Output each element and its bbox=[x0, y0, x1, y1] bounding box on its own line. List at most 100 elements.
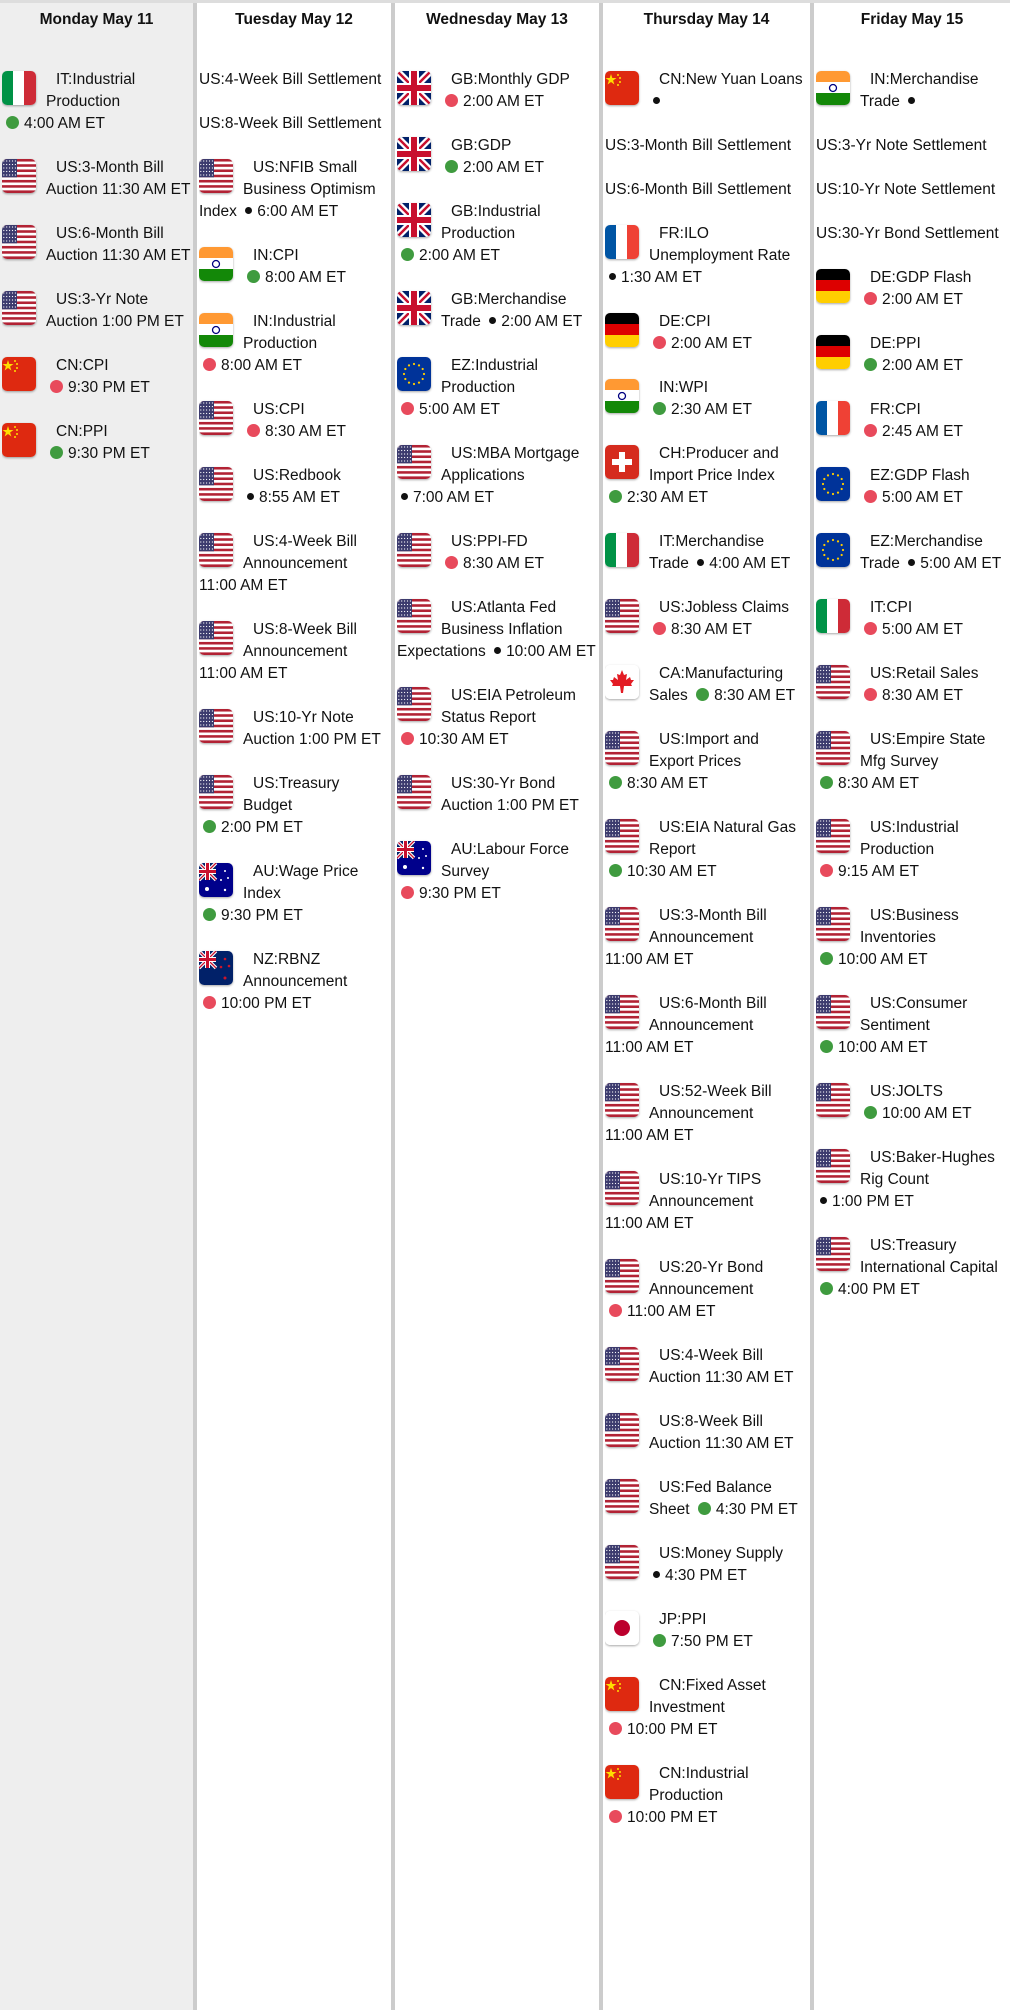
calendar-event[interactable]: US:Retail Sales 8:30 AM ET bbox=[816, 663, 1008, 707]
calendar-event[interactable]: US:Baker-Hughes Rig Count 1:00 PM ET bbox=[816, 1147, 1008, 1213]
event-title: US:Consumer Sentiment bbox=[860, 995, 968, 1034]
calendar-event[interactable]: CH:Producer and Import Price Index 2:30 … bbox=[605, 443, 808, 509]
calendar-event[interactable]: US:PPI-FD 8:30 AM ET bbox=[397, 531, 597, 575]
impact-black-dot-icon bbox=[697, 559, 705, 567]
calendar-event[interactable]: CN:Industrial Production 10:00 PM ET bbox=[605, 1763, 808, 1829]
calendar-event[interactable]: US:8-Week Bill Auction 11:30 AM ET bbox=[605, 1411, 808, 1455]
flag-us-icon bbox=[397, 533, 431, 567]
calendar-event[interactable]: US:6-Month Bill Settlement bbox=[605, 179, 808, 201]
calendar-event[interactable]: JP:PPI 7:50 PM ET bbox=[605, 1609, 808, 1653]
calendar-event[interactable]: AU:Wage Price Index 9:30 PM ET bbox=[199, 861, 389, 927]
calendar-event[interactable]: IN:Industrial Production 8:00 AM ET bbox=[199, 311, 389, 377]
calendar-event[interactable]: CN:New Yuan Loans bbox=[605, 69, 808, 113]
calendar-event[interactable]: IT:Industrial Production 4:00 AM ET bbox=[2, 69, 191, 135]
calendar-event[interactable]: US:4-Week Bill Auction 11:30 AM ET bbox=[605, 1345, 808, 1389]
event-time: 2:30 AM ET bbox=[671, 401, 752, 418]
event-time: 2:00 AM ET bbox=[882, 291, 963, 308]
calendar-event[interactable]: DE:GDP Flash 2:00 AM ET bbox=[816, 267, 1008, 311]
calendar-event[interactable]: US:Empire State Mfg Survey 8:30 AM ET bbox=[816, 729, 1008, 795]
calendar-event[interactable]: US:4-Week Bill Settlement bbox=[199, 69, 389, 91]
calendar-event[interactable]: CN:PPI 9:30 PM ET bbox=[2, 421, 191, 465]
calendar-event[interactable]: US:3-Yr Note Settlement bbox=[816, 135, 1008, 157]
calendar-event[interactable]: US:Fed Balance Sheet 4:30 PM ET bbox=[605, 1477, 808, 1521]
calendar-event[interactable]: US:Import and Export Prices 8:30 AM ET bbox=[605, 729, 808, 795]
calendar-event[interactable]: AU:Labour Force Survey 9:30 PM ET bbox=[397, 839, 597, 905]
event-time: 10:30 AM ET bbox=[419, 731, 509, 748]
calendar-event[interactable]: DE:PPI 2:00 AM ET bbox=[816, 333, 1008, 377]
calendar-event[interactable]: EZ:Industrial Production 5:00 AM ET bbox=[397, 355, 597, 421]
calendar-event[interactable]: US:Treasury Budget 2:00 PM ET bbox=[199, 773, 389, 839]
event-title: IN:Merchandise Trade bbox=[860, 71, 979, 110]
calendar-event[interactable]: US:8-Week Bill Settlement bbox=[199, 113, 389, 135]
calendar-event[interactable]: US:CPI 8:30 AM ET bbox=[199, 399, 389, 443]
calendar-event[interactable]: GB:GDP 2:00 AM ET bbox=[397, 135, 597, 179]
calendar-event[interactable]: US:3-Month Bill Settlement bbox=[605, 135, 808, 157]
event-time: 5:00 AM ET bbox=[920, 555, 1002, 572]
calendar-event[interactable]: US:52-Week Bill Announcement 11:00 AM ET bbox=[605, 1081, 808, 1147]
event-time: 10:00 AM ET bbox=[506, 643, 596, 660]
flag-it-icon bbox=[816, 599, 850, 633]
day-header: Monday May 11 bbox=[39, 11, 154, 28]
calendar-event[interactable]: IN:Merchandise Trade bbox=[816, 69, 1008, 113]
calendar-event[interactable]: CN:Fixed Asset Investment 10:00 PM ET bbox=[605, 1675, 808, 1741]
calendar-event[interactable]: IT:CPI 5:00 AM ET bbox=[816, 597, 1008, 641]
calendar-event[interactable]: US:6-Month Bill Auction 11:30 AM ET bbox=[2, 223, 191, 267]
calendar-event[interactable]: NZ:RBNZ Announcement 10:00 PM ET bbox=[199, 949, 389, 1015]
calendar-event[interactable]: CA:Manufacturing Sales 8:30 AM ET bbox=[605, 663, 808, 707]
calendar-event[interactable]: GB:Merchandise Trade 2:00 AM ET bbox=[397, 289, 597, 333]
flag-us-icon bbox=[816, 731, 850, 765]
calendar-event[interactable]: IN:WPI 2:30 AM ET bbox=[605, 377, 808, 421]
calendar-event[interactable]: CN:CPI 9:30 PM ET bbox=[2, 355, 191, 399]
event-title: DE:GDP Flash bbox=[870, 269, 972, 286]
event-time: 2:30 AM ET bbox=[627, 489, 708, 506]
calendar-event[interactable]: US:20-Yr Bond Announcement 11:00 AM ET bbox=[605, 1257, 808, 1323]
event-title: US:3-Month Bill Settlement bbox=[605, 137, 792, 154]
calendar-event[interactable]: US:10-Yr TIPS Announcement 11:00 AM ET bbox=[605, 1169, 808, 1235]
calendar-event[interactable]: US:30-Yr Bond Auction 1:00 PM ET bbox=[397, 773, 597, 817]
day-header: Wednesday May 13 bbox=[426, 11, 568, 28]
calendar-event[interactable]: US:JOLTS 10:00 AM ET bbox=[816, 1081, 1008, 1125]
calendar-event[interactable]: US:10-Yr Note Settlement bbox=[816, 179, 1008, 201]
day-column: Friday May 15 IN:Merchandise Trade US:3-Y… bbox=[810, 3, 1010, 2010]
calendar-event[interactable]: US:EIA Petroleum Status Report 10:30 AM … bbox=[397, 685, 597, 751]
impact-red-dot-icon bbox=[864, 489, 877, 503]
calendar-event[interactable]: US:6-Month Bill Announcement 11:00 AM ET bbox=[605, 993, 808, 1059]
calendar-event[interactable]: US:Money Supply 4:30 PM ET bbox=[605, 1543, 808, 1587]
calendar-event[interactable]: EZ:GDP Flash 5:00 AM ET bbox=[816, 465, 1008, 509]
calendar-event[interactable]: US:Treasury International Capital 4:00 P… bbox=[816, 1235, 1008, 1301]
impact-green-dot-icon bbox=[401, 247, 414, 261]
calendar-event[interactable]: US:MBA Mortgage Applications 7:00 AM ET bbox=[397, 443, 597, 509]
calendar-event[interactable]: IN:CPI 8:00 AM ET bbox=[199, 245, 389, 289]
calendar-event[interactable]: US:NFIB Small Business Optimism Index 6:… bbox=[199, 157, 389, 223]
calendar-event[interactable]: FR:CPI 2:45 AM ET bbox=[816, 399, 1008, 443]
calendar-event[interactable]: US:Industrial Production 9:15 AM ET bbox=[816, 817, 1008, 883]
event-time: 9:30 PM ET bbox=[419, 885, 501, 902]
calendar-event[interactable]: FR:ILO Unemployment Rate 1:30 AM ET bbox=[605, 223, 808, 289]
calendar-event[interactable]: US:10-Yr Note Auction 1:00 PM ET bbox=[199, 707, 389, 751]
impact-green-dot-icon bbox=[820, 951, 833, 965]
calendar-event[interactable]: US:3-Month Bill Auction 11:30 AM ET bbox=[2, 157, 191, 201]
impact-green-dot-icon bbox=[864, 357, 877, 371]
event-time: 8:00 AM ET bbox=[221, 357, 302, 374]
calendar-event[interactable]: US:Jobless Claims 8:30 AM ET bbox=[605, 597, 808, 641]
calendar-event[interactable]: US:4-Week Bill Announcement 11:00 AM ET bbox=[199, 531, 389, 597]
calendar-event[interactable]: DE:CPI 2:00 AM ET bbox=[605, 311, 808, 355]
event-title: US:6-Month Bill Auction bbox=[46, 225, 164, 264]
calendar-event[interactable]: US:Business Inventories 10:00 AM ET bbox=[816, 905, 1008, 971]
calendar-event[interactable]: US:Consumer Sentiment 10:00 AM ET bbox=[816, 993, 1008, 1059]
calendar-event[interactable]: EZ:Merchandise Trade 5:00 AM ET bbox=[816, 531, 1008, 575]
calendar-event[interactable]: US:30-Yr Bond Settlement bbox=[816, 223, 1008, 245]
calendar-event[interactable]: US:3-Yr Note Auction 1:00 PM ET bbox=[2, 289, 191, 333]
calendar-event[interactable]: US:3-Month Bill Announcement 11:00 AM ET bbox=[605, 905, 808, 971]
impact-black-dot-icon bbox=[908, 559, 916, 567]
flag-gb-icon bbox=[397, 291, 431, 325]
calendar-event[interactable]: IT:Merchandise Trade 4:00 AM ET bbox=[605, 531, 808, 575]
calendar-event[interactable]: GB:Monthly GDP 2:00 AM ET bbox=[397, 69, 597, 113]
calendar-event[interactable]: US:EIA Natural Gas Report 10:30 AM ET bbox=[605, 817, 808, 883]
calendar-event[interactable]: US:Atlanta Fed Business Inflation Expect… bbox=[397, 597, 597, 663]
calendar-event[interactable]: GB:Industrial Production 2:00 AM ET bbox=[397, 201, 597, 267]
calendar-event[interactable]: US:8-Week Bill Announcement 11:00 AM ET bbox=[199, 619, 389, 685]
calendar-event[interactable]: US:Redbook 8:55 AM ET bbox=[199, 465, 389, 509]
event-title: US:Fed Balance Sheet bbox=[649, 1479, 772, 1518]
event-title: GB:GDP bbox=[451, 137, 512, 154]
